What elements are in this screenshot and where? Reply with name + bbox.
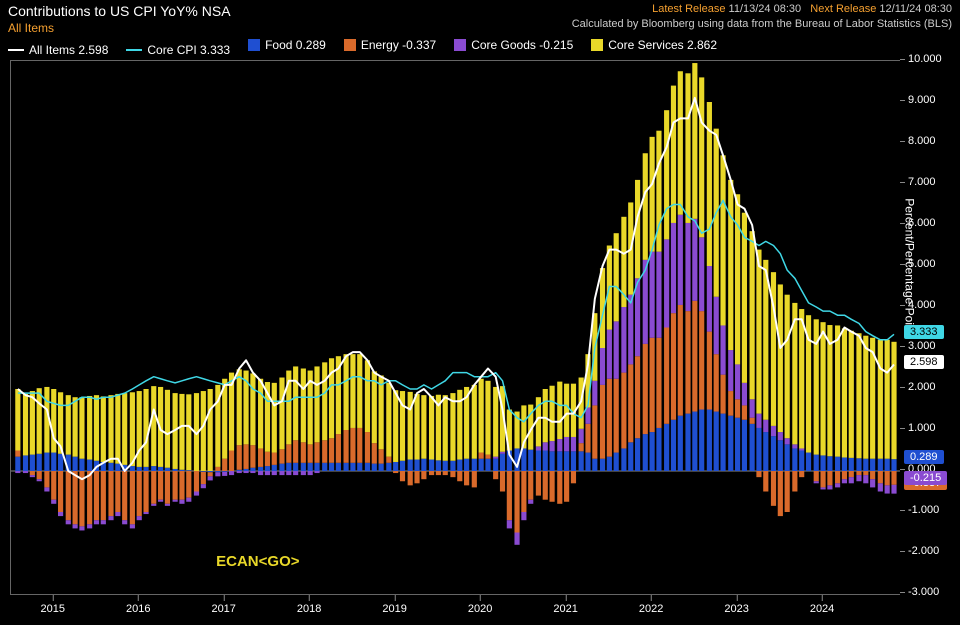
legend-label: Core Services 2.862 xyxy=(608,38,717,52)
ecan-annotation: ECAN<GO> xyxy=(216,553,299,570)
end-label: 0.289 xyxy=(904,450,944,464)
y-tick: 2.000 xyxy=(900,381,960,393)
x-tick: 2024 xyxy=(810,603,834,615)
x-tick: 2016 xyxy=(126,603,150,615)
y-tick: 9.000 xyxy=(900,94,960,106)
legend-item-svcs[interactable]: Core Services 2.862 xyxy=(591,38,717,52)
legend-swatch xyxy=(126,49,142,51)
subtitle: All Items xyxy=(8,21,54,35)
y-tick: 8.000 xyxy=(900,135,960,147)
legend-item-all[interactable]: All Items 2.598 xyxy=(8,43,108,57)
y-tick: -3.000 xyxy=(900,586,960,598)
legend: All Items 2.598 Core CPI 3.333 Food 0.289 E… xyxy=(8,38,735,57)
end-label: -0.215 xyxy=(904,471,947,485)
legend-item-core[interactable]: Core CPI 3.333 xyxy=(126,43,230,57)
y-tick: 1.000 xyxy=(900,422,960,434)
legend-item-energy[interactable]: Energy -0.337 xyxy=(344,38,436,52)
y-tick: 6.000 xyxy=(900,217,960,229)
end-label: 2.598 xyxy=(904,355,944,369)
legend-swatch xyxy=(454,39,466,51)
x-tick: 2023 xyxy=(724,603,748,615)
y-tick: 4.000 xyxy=(900,299,960,311)
x-tick: 2017 xyxy=(211,603,235,615)
end-label: 3.333 xyxy=(904,325,944,339)
legend-label: Energy -0.337 xyxy=(361,38,436,52)
page-title: Contributions to US CPI YoY% NSA xyxy=(8,3,231,19)
legend-label: Core CPI 3.333 xyxy=(147,43,230,57)
y-axis: Percent/Percentage Point -3.000-2.000-1.… xyxy=(900,60,960,595)
legend-swatch xyxy=(344,39,356,51)
legend-item-food[interactable]: Food 0.289 xyxy=(248,38,326,52)
y-tick: 7.000 xyxy=(900,176,960,188)
legend-label: All Items 2.598 xyxy=(29,43,108,57)
y-tick: 3.000 xyxy=(900,340,960,352)
x-tick: 2015 xyxy=(40,603,64,615)
legend-swatch xyxy=(8,49,24,51)
y-tick: -2.000 xyxy=(900,545,960,557)
legend-label: Core Goods -0.215 xyxy=(471,38,573,52)
legend-swatch xyxy=(248,39,260,51)
legend-label: Food 0.289 xyxy=(265,38,326,52)
x-axis: 2015 2016 2017 2018 2019 2020 2021 2022 2023 2024 xyxy=(10,595,900,625)
chart-svg xyxy=(11,61,900,594)
legend-item-goods[interactable]: Core Goods -0.215 xyxy=(454,38,573,52)
latest-label: Latest Release xyxy=(652,3,725,15)
x-tick: 2018 xyxy=(297,603,321,615)
next-value: 12/11/24 08:30 xyxy=(879,3,952,15)
latest-value: 11/13/24 08:30 xyxy=(729,3,802,15)
x-tick: 2020 xyxy=(468,603,492,615)
x-tick: 2021 xyxy=(553,603,577,615)
y-tick: -1.000 xyxy=(900,504,960,516)
next-label: Next Release xyxy=(810,3,876,15)
release-info: Latest Release 11/13/24 08:30 Next Relea… xyxy=(652,3,952,15)
x-tick: 2019 xyxy=(382,603,406,615)
y-tick: 10.000 xyxy=(900,53,960,65)
legend-swatch xyxy=(591,39,603,51)
chart-area[interactable]: ECAN<GO> xyxy=(10,60,900,595)
x-tick: 2022 xyxy=(639,603,663,615)
data-source: Calculated by Bloomberg using data from … xyxy=(572,18,952,30)
y-tick: 5.000 xyxy=(900,258,960,270)
